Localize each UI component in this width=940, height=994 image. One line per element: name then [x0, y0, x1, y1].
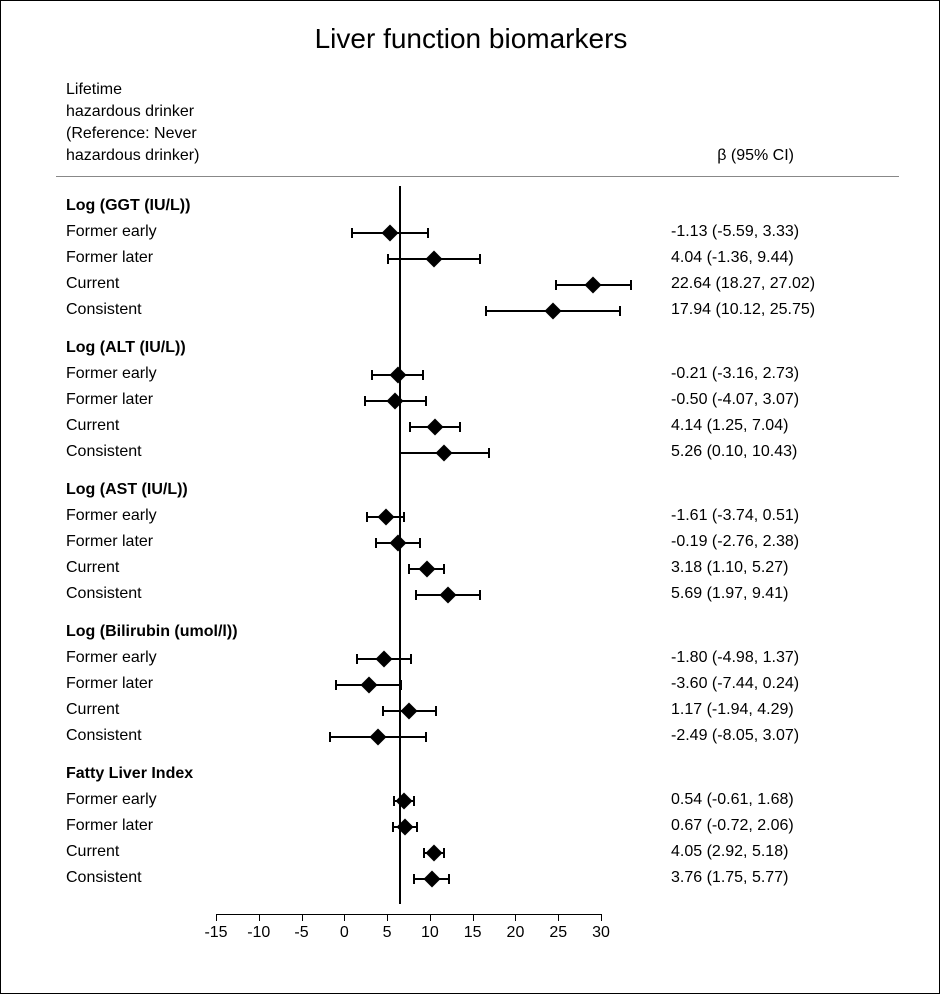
forest-row: Former later -0.50 (-4.07, 3.07) [56, 388, 901, 414]
x-tick [430, 914, 431, 921]
row-estimate: 3.18 (1.10, 5.27) [671, 559, 788, 577]
row-estimate: 4.14 (1.25, 7.04) [671, 417, 788, 435]
row-label: Current [66, 275, 119, 293]
forest-row: Former early -0.21 (-3.16, 2.73) [56, 362, 901, 388]
group-title-label: Log (Bilirubin (umol/l)) [66, 623, 238, 641]
row-label: Former early [66, 791, 157, 809]
group-title: Log (GGT (IU/L)) [56, 194, 901, 220]
row-estimate: 3.76 (1.75, 5.77) [671, 869, 788, 887]
forest-plot-page: Liver function biomarkers Lifetimehazard… [0, 0, 940, 994]
group-title: Log (Bilirubin (umol/l)) [56, 620, 901, 646]
forest-row: Former early 0.54 (-0.61, 1.68) [56, 788, 901, 814]
row-label: Former later [66, 249, 153, 267]
row-label: Current [66, 701, 119, 719]
row-estimate: -1.13 (-5.59, 3.33) [671, 223, 799, 241]
row-estimate: -0.19 (-2.76, 2.38) [671, 533, 799, 551]
forest-row: Former later 0.67 (-0.72, 2.06) [56, 814, 901, 840]
forest-row: Former later 4.04 (-1.36, 9.44) [56, 246, 901, 272]
x-tick [473, 914, 474, 921]
row-label: Former later [66, 817, 153, 835]
row-label: Consistent [66, 585, 142, 603]
forest-row: Current 4.05 (2.92, 5.18) [56, 840, 901, 866]
forest-plot: Log (GGT (IU/L)) Former early -1.13 (-5.59… [56, 186, 901, 916]
forest-row: Consistent 5.69 (1.97, 9.41) [56, 582, 901, 608]
group-title: Log (AST (IU/L)) [56, 478, 901, 504]
x-tick [216, 914, 217, 921]
header-left: Lifetimehazardous drinker(Reference: Nev… [66, 79, 199, 167]
row-label: Former early [66, 649, 157, 667]
x-tick [344, 914, 345, 921]
x-tick [302, 914, 303, 921]
row-label: Former later [66, 391, 153, 409]
header-divider [56, 176, 899, 177]
row-label: Former later [66, 675, 153, 693]
group-title: Log (ALT (IU/L)) [56, 336, 901, 362]
forest-row: Consistent 5.26 (0.10, 10.43) [56, 440, 901, 466]
row-estimate: -0.50 (-4.07, 3.07) [671, 391, 799, 409]
x-tick [259, 914, 260, 921]
group-title-label: Log (ALT (IU/L)) [66, 339, 186, 357]
x-tick [387, 914, 388, 921]
chart-title: Liver function biomarkers [1, 23, 940, 55]
x-tick-label: 10 [421, 924, 439, 942]
forest-row: Consistent 17.94 (10.12, 25.75) [56, 298, 901, 324]
x-tick-label: 20 [507, 924, 525, 942]
forest-row: Former early -1.61 (-3.74, 0.51) [56, 504, 901, 530]
forest-row: Current 22.64 (18.27, 27.02) [56, 272, 901, 298]
group-title: Fatty Liver Index [56, 762, 901, 788]
row-label: Former later [66, 533, 153, 551]
forest-row: Current 1.17 (-1.94, 4.29) [56, 698, 901, 724]
row-estimate: 0.67 (-0.72, 2.06) [671, 817, 794, 835]
x-tick [558, 914, 559, 921]
row-estimate: 1.17 (-1.94, 4.29) [671, 701, 794, 719]
row-estimate: -1.80 (-4.98, 1.37) [671, 649, 799, 667]
row-estimate: 4.05 (2.92, 5.18) [671, 843, 788, 861]
x-tick-label: -15 [204, 924, 227, 942]
header-right: β (95% CI) [717, 147, 794, 165]
group-title-label: Log (AST (IU/L)) [66, 481, 188, 499]
row-estimate: 0.54 (-0.61, 1.68) [671, 791, 794, 809]
row-estimate: 17.94 (10.12, 25.75) [671, 301, 815, 319]
x-tick [515, 914, 516, 921]
forest-row: Former later -3.60 (-7.44, 0.24) [56, 672, 901, 698]
row-estimate: -2.49 (-8.05, 3.07) [671, 727, 799, 745]
row-estimate: 5.26 (0.10, 10.43) [671, 443, 797, 461]
row-label: Former early [66, 365, 157, 383]
group-title-label: Log (GGT (IU/L)) [66, 197, 190, 215]
row-label: Former early [66, 223, 157, 241]
forest-row: Consistent 3.76 (1.75, 5.77) [56, 866, 901, 892]
group-title-label: Fatty Liver Index [66, 765, 193, 783]
x-tick-label: 30 [592, 924, 610, 942]
x-tick-label: 15 [464, 924, 482, 942]
forest-row: Current 3.18 (1.10, 5.27) [56, 556, 901, 582]
x-tick-label: 5 [383, 924, 392, 942]
row-estimate: 4.04 (-1.36, 9.44) [671, 249, 794, 267]
row-label: Former early [66, 507, 157, 525]
row-label: Current [66, 559, 119, 577]
row-label: Consistent [66, 443, 142, 461]
x-tick-label: 25 [549, 924, 567, 942]
forest-row: Former later -0.19 (-2.76, 2.38) [56, 530, 901, 556]
x-axis-line [216, 914, 601, 915]
x-tick-label: -10 [247, 924, 270, 942]
row-estimate: -1.61 (-3.74, 0.51) [671, 507, 799, 525]
row-estimate: -3.60 (-7.44, 0.24) [671, 675, 799, 693]
x-tick-label: -5 [294, 924, 308, 942]
forest-row: Current 4.14 (1.25, 7.04) [56, 414, 901, 440]
forest-row: Former early -1.80 (-4.98, 1.37) [56, 646, 901, 672]
row-estimate: -0.21 (-3.16, 2.73) [671, 365, 799, 383]
row-estimate: 22.64 (18.27, 27.02) [671, 275, 815, 293]
forest-row: Former early -1.13 (-5.59, 3.33) [56, 220, 901, 246]
row-label: Consistent [66, 869, 142, 887]
row-label: Current [66, 417, 119, 435]
row-estimate: 5.69 (1.97, 9.41) [671, 585, 788, 603]
forest-row: Consistent -2.49 (-8.05, 3.07) [56, 724, 901, 750]
x-axis: -15-10-5051015202530 [216, 914, 601, 944]
row-label: Consistent [66, 727, 142, 745]
x-tick [601, 914, 602, 921]
row-label: Current [66, 843, 119, 861]
row-label: Consistent [66, 301, 142, 319]
x-tick-label: 0 [340, 924, 349, 942]
